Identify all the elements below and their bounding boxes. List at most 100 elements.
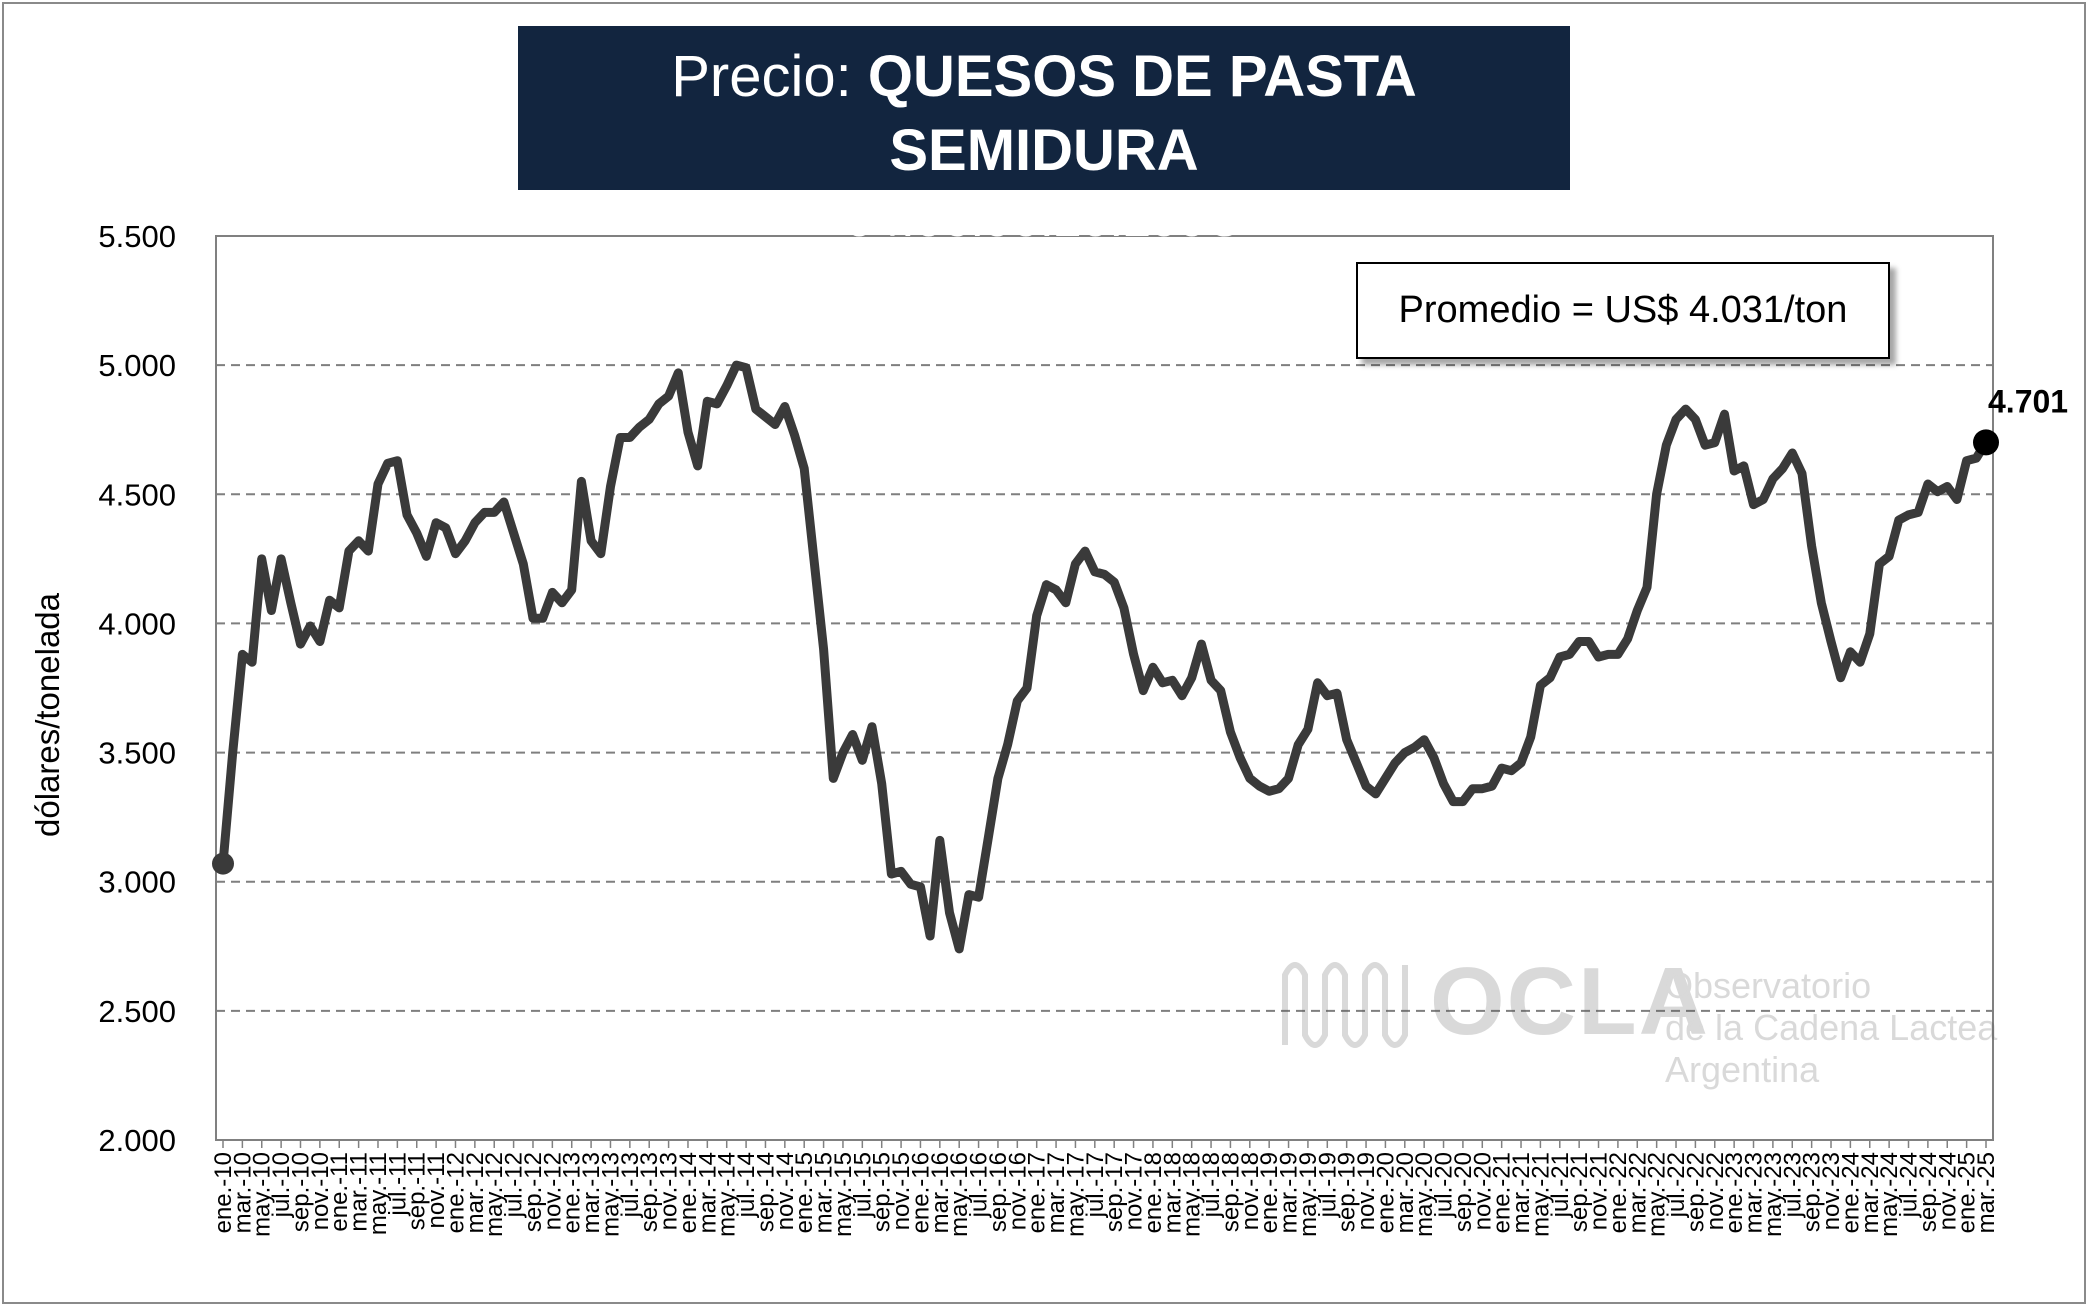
x-tick-label: mar.-11 [346,1152,373,1232]
wave-logo-icon [1282,962,1408,1048]
x-tick-label: sep.-22 [1682,1152,1709,1232]
last-point-marker [1973,429,1999,456]
x-tick-label: sep.-20 [1450,1152,1477,1232]
y-tick-label: 2.500 [98,994,176,1029]
x-tick-label: ene.-20 [1372,1152,1399,1233]
x-tick-label: jul.-18 [1198,1152,1225,1218]
x-tick-label: sep.-12 [520,1152,547,1232]
x-tick-label: sep.-11 [404,1152,431,1230]
x-tick-label: mar.-12 [462,1152,489,1233]
x-tick-label: jul.-16 [966,1152,993,1218]
y-tick-label: 2.000 [98,1123,176,1158]
x-tick-label: mar.-19 [1276,1152,1303,1233]
x-tick-label: nov.-10 [307,1152,334,1230]
x-tick-label: jul.-22 [1663,1152,1690,1218]
last-value-label: 4.701 [1988,383,2068,419]
x-tick-label: ene.-14 [675,1152,702,1233]
x-tick-label: nov.-24 [1934,1152,1961,1230]
x-tick-label: ene.-18 [1140,1152,1167,1233]
x-tick-label: nov.-14 [772,1152,799,1230]
x-axis-tick-labels: ene.-10mar.-10may.-10jul.-10sep.-10nov.-… [210,1140,2000,1237]
x-tick-label: nov.-11 [423,1152,450,1229]
x-tick-label: may.-10 [249,1152,276,1237]
x-tick-label: ene.-17 [1024,1152,1051,1233]
x-tick-label: mar.-23 [1741,1152,1768,1233]
watermark-line3: Argentina [1665,1049,1820,1090]
x-tick-label: jul.-11 [384,1152,411,1217]
x-tick-label: sep.-16 [985,1152,1012,1232]
x-tick-label: ene.-11 [326,1152,353,1232]
x-tick-label: jul.-19 [1314,1152,1341,1218]
average-annotation: Promedio = US$ 4.031/ton [1356,262,1890,359]
x-tick-label: mar.-20 [1392,1152,1419,1233]
title-prefix: Precio: [671,44,868,109]
x-tick-label: ene.-10 [210,1152,237,1233]
x-tick-label: mar.-10 [229,1152,256,1233]
x-tick-label: nov.-18 [1237,1152,1264,1230]
x-tick-label: jul.-23 [1779,1152,1806,1218]
chart-title: Precio: QUESOS DE PASTA SEMIDURA [518,40,1570,188]
x-tick-label: may.-19 [1295,1152,1322,1237]
x-tick-label: mar.-14 [694,1152,721,1233]
x-tick-label: sep.-14 [752,1152,779,1232]
x-tick-label: jul.-15 [849,1152,876,1218]
title-main: QUESOS DE PASTA SEMIDURA [867,44,1417,183]
watermark-line1: Observatorio [1665,965,1872,1006]
y-gridlines [216,364,1993,1012]
chart-subtitle: 04.06.90.20.299U [845,191,1243,247]
x-tick-label: mar.-21 [1508,1152,1535,1233]
watermark-brand: OCLA [1430,948,1710,1055]
x-tick-label: jul.-24 [1896,1152,1923,1218]
x-tick-label: nov.-19 [1353,1152,1380,1230]
y-tick-label: 4.000 [98,606,176,641]
x-tick-label: ene.-19 [1256,1152,1283,1233]
x-tick-label: may.-24 [1876,1152,1903,1237]
x-tick-label: sep.-13 [636,1152,663,1232]
x-tick-label: mar.-15 [811,1152,838,1233]
y-tick-label: 5.500 [98,219,176,254]
y-axis-tick-labels: 2.000 2.500 3.000 3.500 4.000 4.500 5.000 5.500 [98,219,176,1158]
watermark-text: Observatorio de la Cadena Lactea Argenti… [1665,965,1997,1091]
x-tick-label: jul.-17 [1082,1152,1109,1218]
x-tick-label: mar.-18 [1159,1152,1186,1233]
x-tick-label: sep.-21 [1566,1152,1593,1232]
x-tick-label: jul.-14 [733,1152,760,1218]
x-tick-label: mar.-24 [1857,1152,1884,1233]
x-tick-label: mar.-17 [1043,1152,1070,1233]
chart-title-box: Precio: QUESOS DE PASTA SEMIDURA 04.06.9… [518,26,1570,247]
x-tick-label: nov.-12 [539,1152,566,1230]
x-tick-label: sep.-19 [1334,1152,1361,1232]
y-tick-label: 5.000 [98,348,176,383]
x-tick-label: may.-20 [1411,1152,1438,1237]
watermark-line2: de la Cadena Lactea [1665,1007,1998,1048]
x-tick-label: ene.-16 [907,1152,934,1233]
x-tick-label: mar.-16 [927,1152,954,1233]
x-tick-label: may.-23 [1760,1152,1787,1237]
x-tick-label: ene.-23 [1721,1152,1748,1233]
x-tick-label: ene.-21 [1489,1152,1516,1233]
x-tick-label: nov.-17 [1121,1152,1148,1230]
x-tick-label: sep.-10 [287,1152,314,1232]
x-tick-label: nov.-15 [888,1152,915,1230]
x-tick-label: nov.-13 [656,1152,683,1230]
x-tick-label: nov.-16 [1004,1152,1031,1230]
x-tick-label: nov.-23 [1818,1152,1845,1230]
x-tick-label: mar.-22 [1624,1152,1651,1233]
title-background [518,26,1570,190]
x-tick-label: may.-12 [481,1152,508,1237]
x-tick-label: may.-21 [1527,1152,1554,1237]
x-tick-label: may.-18 [1179,1152,1206,1237]
x-tick-label: may.-17 [1062,1152,1089,1237]
x-tick-label: sep.-17 [1101,1152,1128,1232]
x-tick-label: may.-14 [714,1152,741,1237]
x-tick-label: sep.-24 [1915,1152,1942,1232]
price-series-line [218,360,1991,954]
x-tick-label: mar.-13 [578,1152,605,1233]
x-tick-label: mar.-25 [1973,1152,2000,1233]
x-tick-label: may.-15 [830,1152,857,1237]
x-tick-label: may.-16 [946,1152,973,1237]
y-tick-label: 3.000 [98,865,176,900]
x-tick-label: ene.-24 [1837,1152,1864,1233]
